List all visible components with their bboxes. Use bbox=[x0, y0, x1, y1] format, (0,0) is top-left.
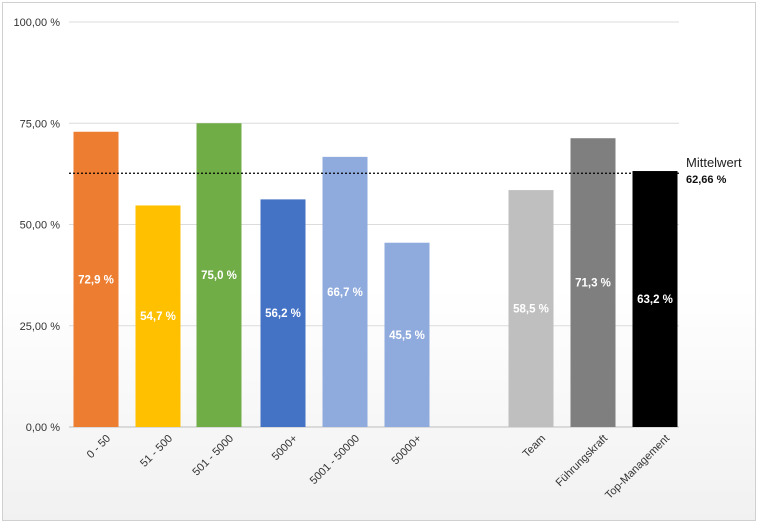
chart-frame: 0,00 % 25,00 % 50,00 % 75,00 % 100,00 % 72,9… bbox=[2, 2, 756, 521]
x-category-label: 0 - 50 bbox=[85, 433, 113, 461]
x-category-label: Führungskraft bbox=[554, 433, 610, 489]
data-label: 54,7 % bbox=[140, 311, 176, 323]
x-category-label: 5001 - 50000 bbox=[308, 433, 362, 487]
bar bbox=[135, 205, 181, 427]
data-label: 75,0 % bbox=[201, 270, 237, 282]
y-tick-label: 0,00 % bbox=[26, 422, 60, 434]
x-category-label: 5000+ bbox=[270, 433, 300, 463]
y-tick-label: 50,00 % bbox=[20, 220, 61, 232]
data-label: 56,2 % bbox=[265, 308, 301, 320]
bar bbox=[73, 131, 119, 427]
data-label: 58,5 % bbox=[513, 304, 549, 316]
bar-chart: 0,00 % 25,00 % 50,00 % 75,00 % 100,00 % 72,9… bbox=[14, 17, 742, 502]
data-label: 72,9 % bbox=[78, 274, 114, 286]
average-value: 62,66 % bbox=[686, 174, 727, 186]
x-category-label: Top-Management bbox=[603, 433, 672, 502]
data-label: 63,2 % bbox=[637, 294, 673, 306]
x-category-label: 501 - 5000 bbox=[190, 433, 236, 479]
bar bbox=[508, 190, 554, 427]
data-label: 66,7 % bbox=[327, 287, 363, 299]
x-category-label: Team bbox=[521, 433, 549, 461]
average-label: Mittelwert bbox=[686, 155, 742, 170]
x-category-label: 50000+ bbox=[389, 433, 424, 468]
bar bbox=[632, 171, 678, 427]
x-category-label: 51 - 500 bbox=[138, 433, 175, 470]
y-tick-label: 100,00 % bbox=[14, 17, 61, 29]
y-tick-label: 25,00 % bbox=[20, 321, 61, 333]
bar bbox=[384, 242, 430, 427]
bar bbox=[322, 156, 368, 428]
bar bbox=[260, 199, 306, 427]
bar bbox=[570, 138, 616, 428]
data-label: 71,3 % bbox=[575, 278, 611, 290]
data-label: 45,5 % bbox=[389, 330, 425, 342]
y-tick-label: 75,00 % bbox=[20, 118, 61, 130]
